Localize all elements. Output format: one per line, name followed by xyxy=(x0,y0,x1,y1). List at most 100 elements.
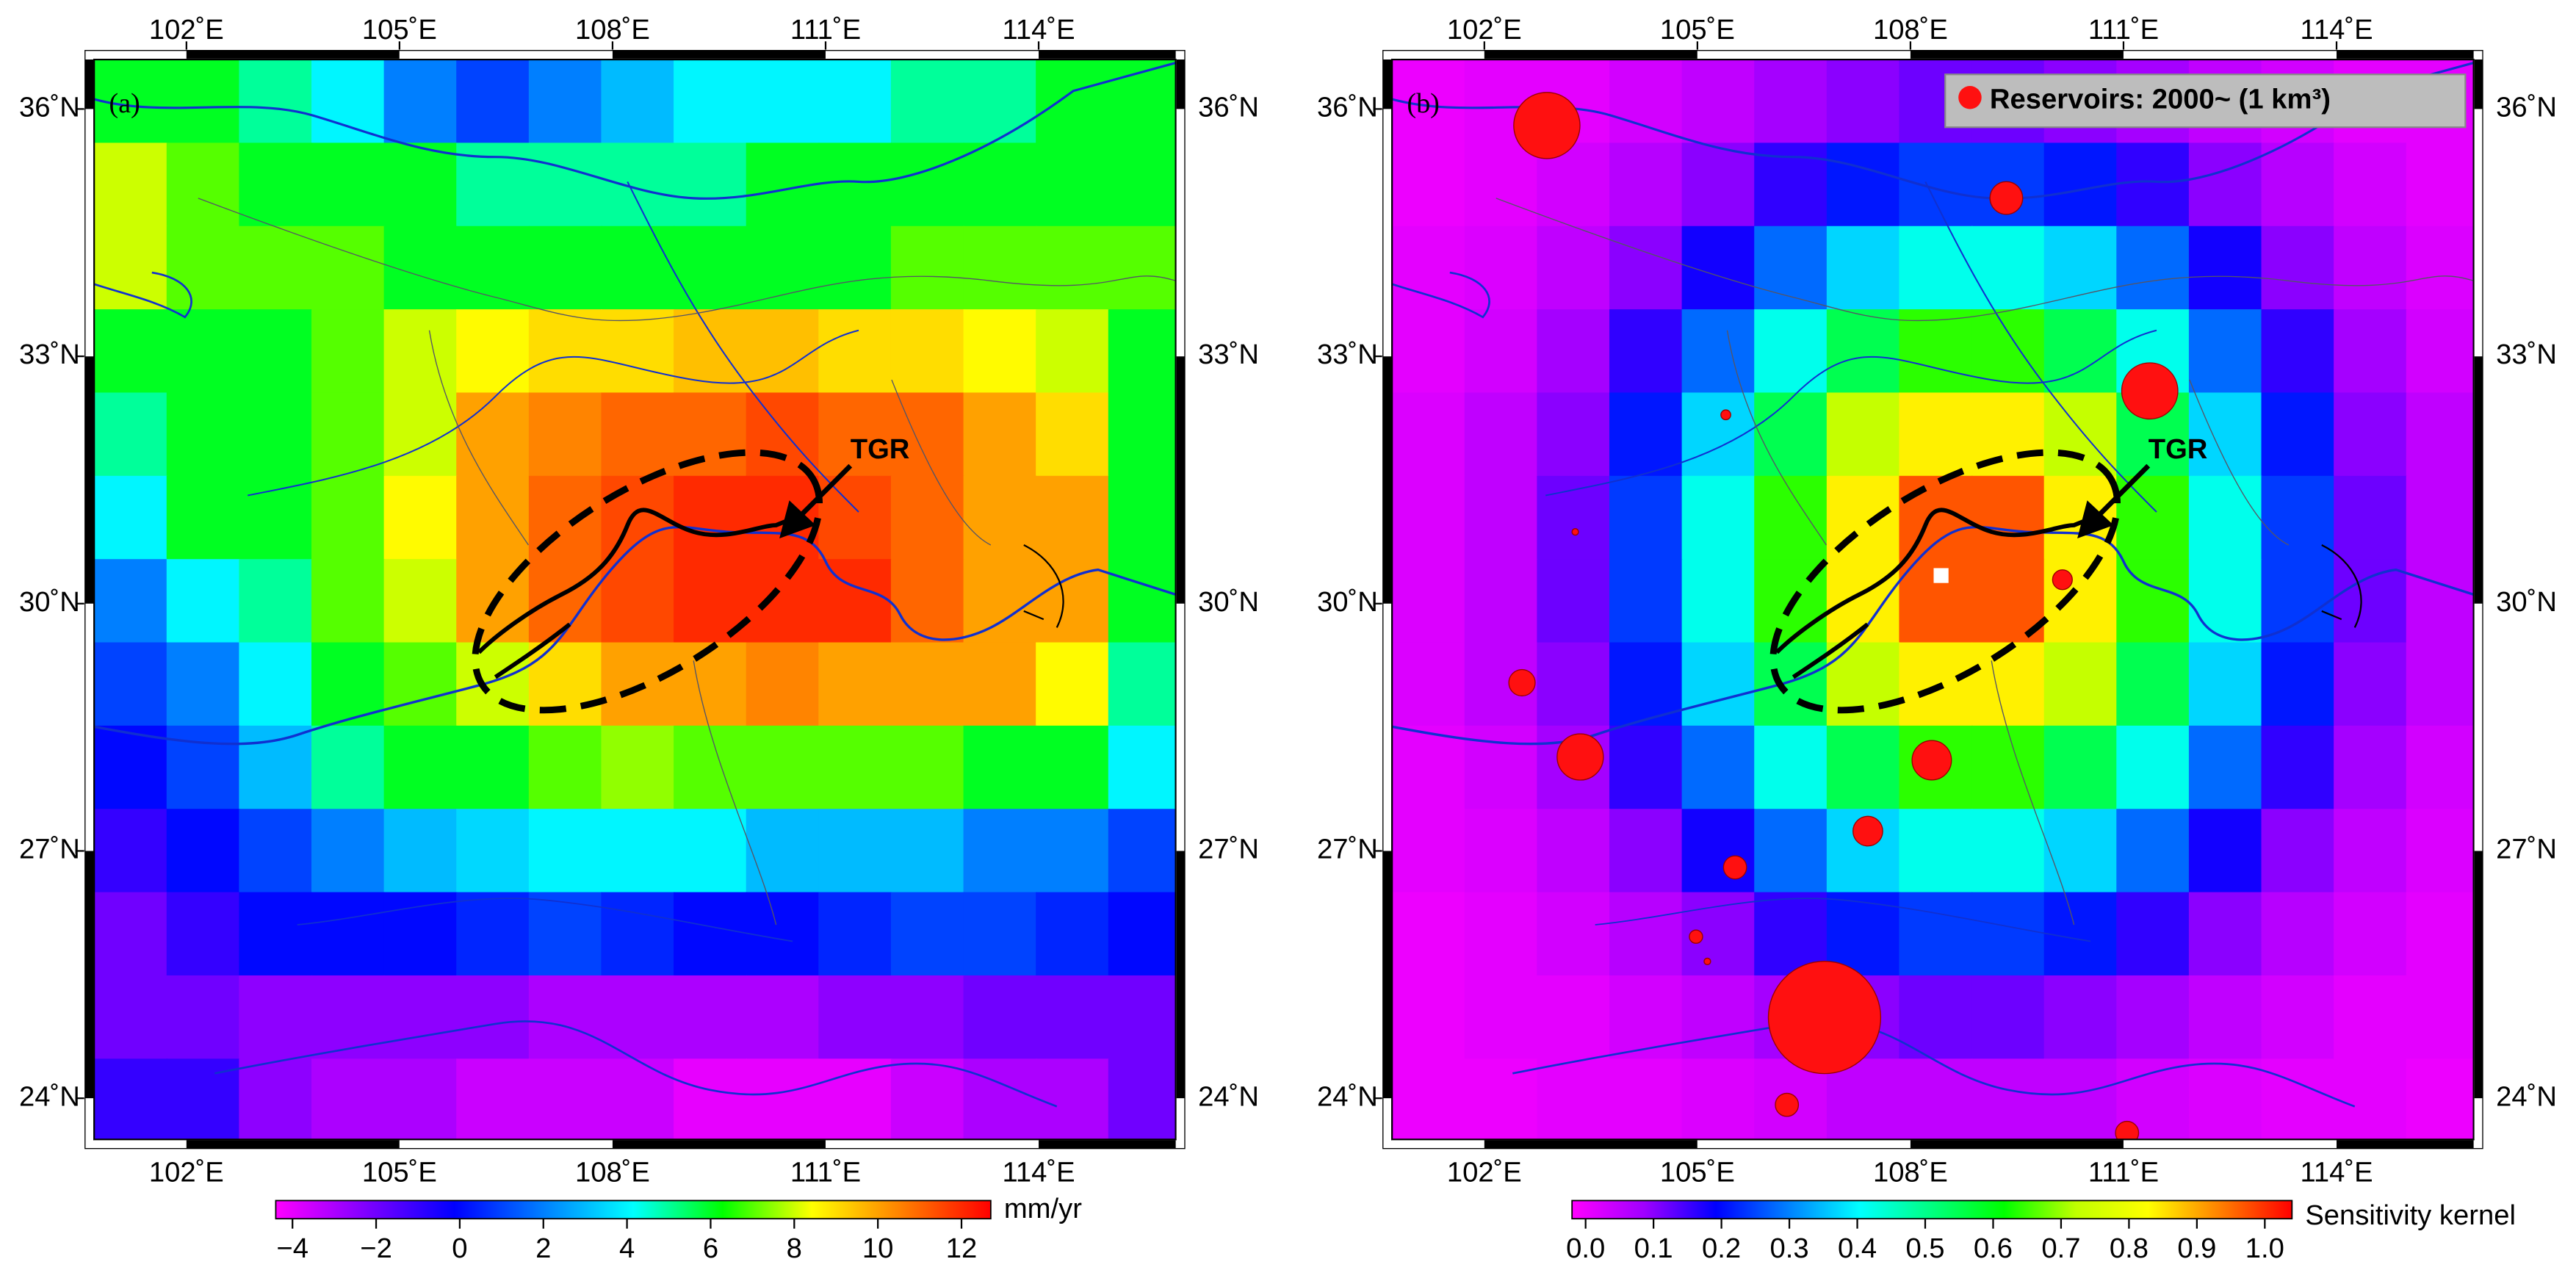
grid-cell xyxy=(963,892,1037,977)
grid-cell xyxy=(1108,809,1176,893)
grid-cell xyxy=(818,226,892,311)
grid-cell xyxy=(601,559,675,643)
grid-cell xyxy=(2261,559,2335,643)
grid-cell xyxy=(1108,642,1176,727)
grid-cell xyxy=(818,975,892,1060)
grid-cell xyxy=(1392,559,1466,643)
grid-cell xyxy=(2334,1058,2408,1140)
x-tick-label: 108˚E xyxy=(575,14,650,46)
grid-cell xyxy=(963,142,1037,228)
grid-cell xyxy=(94,142,168,228)
grid-cell xyxy=(2188,226,2262,311)
grid-cell xyxy=(456,226,530,311)
grid-cell xyxy=(1392,642,1466,727)
grid-cell xyxy=(1392,725,1466,810)
y-tick-label: 36˚N xyxy=(1198,91,1259,123)
grid-cell xyxy=(1754,59,1828,144)
grid-cell xyxy=(818,642,892,727)
grid-cell xyxy=(311,142,385,228)
grid-cell xyxy=(311,809,385,893)
grid-cell xyxy=(1681,59,1756,144)
grid-cell xyxy=(1464,309,1538,394)
grid-cell xyxy=(601,226,675,311)
grid-cell xyxy=(456,892,530,977)
grid-cell xyxy=(2261,226,2335,311)
grid-cell xyxy=(456,59,530,144)
grid-cell xyxy=(2406,309,2474,394)
grid-cell xyxy=(1754,475,1828,560)
grid-cell xyxy=(1036,559,1110,643)
y-tick-label: 33˚N xyxy=(2496,339,2557,370)
grid-cell xyxy=(2406,642,2474,727)
grid-cell xyxy=(1036,226,1110,311)
grid-cell xyxy=(601,725,675,810)
grid-cell xyxy=(2116,809,2190,893)
grid-cell xyxy=(2116,142,2190,228)
grid-cell xyxy=(166,1058,240,1140)
frame xyxy=(1391,58,2475,1141)
grid-cell xyxy=(1899,309,1973,394)
grid-cell xyxy=(311,975,385,1060)
grid-cell xyxy=(2116,892,2190,977)
reservoir xyxy=(1556,733,1604,781)
grid-cell xyxy=(456,475,530,560)
grid-cell xyxy=(1971,1058,2046,1140)
grid-cell xyxy=(528,226,602,311)
grid-cell xyxy=(674,725,748,810)
grid-cell xyxy=(94,559,168,643)
grid-cell xyxy=(2043,642,2118,727)
grid-cell xyxy=(890,142,964,228)
grid-cell xyxy=(1537,309,1611,394)
grid-cell xyxy=(1464,226,1538,311)
grid-cell xyxy=(963,809,1037,893)
grid-cell xyxy=(166,809,240,893)
grid-cell xyxy=(1971,226,2046,311)
grid-cell xyxy=(1464,892,1538,977)
colorbar-tick-label: 12 xyxy=(946,1233,978,1264)
reservoir xyxy=(1571,528,1579,536)
grid-cell xyxy=(818,142,892,228)
grid-cell xyxy=(674,892,748,977)
colorbar-tick-label: 10 xyxy=(862,1233,894,1264)
grid-cell xyxy=(2334,309,2408,394)
grid-cell xyxy=(383,309,458,394)
grid-cell xyxy=(963,1058,1037,1140)
reservoir xyxy=(1852,815,1883,847)
grid-cell xyxy=(1609,559,1683,643)
grid-cell xyxy=(1971,475,2046,560)
grid-cell xyxy=(1464,392,1538,477)
grid-cell xyxy=(674,975,748,1060)
grid-cell xyxy=(1609,642,1683,727)
grid-cell xyxy=(1036,475,1110,560)
y-tick-label: 24˚N xyxy=(1198,1080,1259,1112)
grid-cell xyxy=(674,475,748,560)
grid-cell xyxy=(239,892,313,977)
grid-cell xyxy=(2043,559,2118,643)
grid-cell xyxy=(94,392,168,477)
colorbar-tick-label: 6 xyxy=(703,1233,718,1264)
grid-cell xyxy=(818,892,892,977)
grid-cell xyxy=(166,309,240,394)
colorbar-tick-label: 0.7 xyxy=(2041,1233,2080,1264)
grid-cell xyxy=(1754,392,1828,477)
grid-cell xyxy=(1681,475,1756,560)
grid-cell xyxy=(1537,559,1611,643)
grid-cell xyxy=(1899,392,1973,477)
grid-cell xyxy=(383,1058,458,1140)
grid-cell xyxy=(2188,975,2262,1060)
grid-cell xyxy=(818,475,892,560)
x-tick-label: 102˚E xyxy=(149,1157,224,1188)
grid-cell xyxy=(818,59,892,144)
y-tick-label: 33˚N xyxy=(19,339,80,370)
grid-cell xyxy=(674,59,748,144)
y-tick-label: 27˚N xyxy=(2496,834,2557,865)
grid-cell xyxy=(2261,392,2335,477)
grid-cell xyxy=(818,1058,892,1140)
tgr-ellipse xyxy=(472,449,823,714)
grid-cell xyxy=(2406,1058,2474,1140)
grid-cell xyxy=(601,309,675,394)
x-tick-label: 108˚E xyxy=(1873,1157,1948,1188)
grid-cell xyxy=(1108,975,1176,1060)
grid-cell xyxy=(2188,892,2262,977)
annotation: TGR xyxy=(851,433,910,465)
